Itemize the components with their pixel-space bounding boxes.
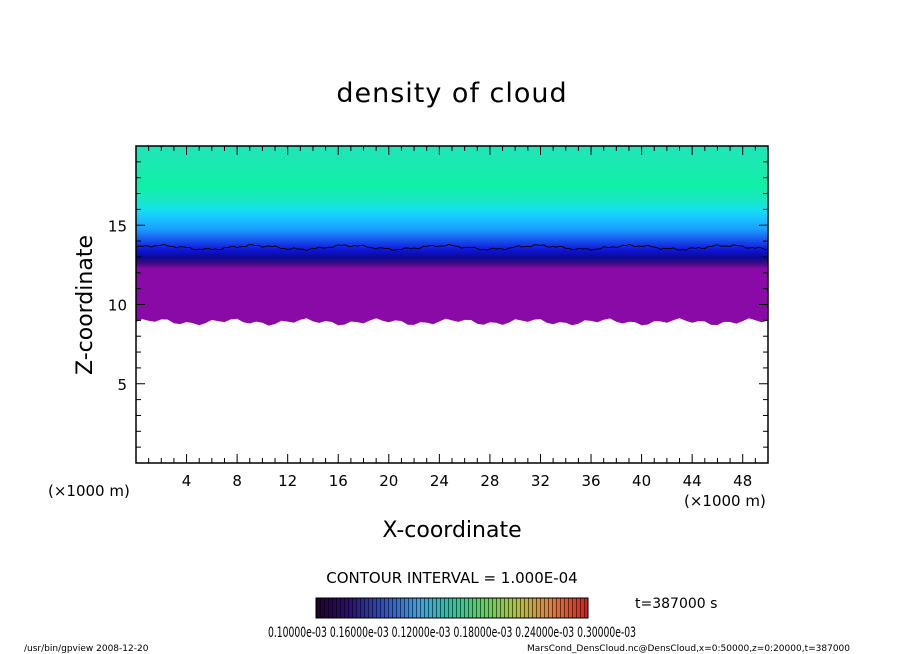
density-field [136,146,768,332]
x-axis-label: X-coordinate [382,518,521,543]
y-axis-ticks: 5 10 15 [108,161,768,448]
y-unit-label: (×1000 m) [48,482,130,500]
cloud-base-edge [136,318,768,463]
x-unit-label: (×1000 m) [684,492,766,510]
chart-title: density of cloud [336,78,567,109]
footer-right: MarsCond_DensCloud.nc@DensCloud,x=0:5000… [527,644,850,654]
contour-interval-label: CONTOUR INTERVAL = 1.000E-04 [326,569,577,587]
y-axis-label: Z-coordinate [73,235,98,375]
x-tick-label: 36 [581,472,600,490]
x-tick-label: 48 [733,472,752,490]
footer-left: /usr/bin/gpview 2008-12-20 [24,644,149,654]
y-tick-label: 15 [108,217,127,235]
time-label: t=387000 s [635,596,717,612]
x-tick-label: 24 [430,472,449,490]
y-tick-label: 5 [117,376,127,394]
x-tick-label: 44 [683,472,702,490]
x-axis-ticks: 4 8 12 16 20 24 28 32 36 40 44 48 [148,146,756,490]
colorbar-stripes [316,598,588,618]
x-tick-label: 16 [329,472,348,490]
colorbar-frame [315,597,589,619]
x-tick-label: 28 [480,472,499,490]
x-tick-label: 40 [632,472,651,490]
x-tick-label: 20 [379,472,398,490]
colorbar-labels: 0.10000e-03 0.16000e-03 0.12000e-03 0.18… [268,625,636,641]
y-tick-label: 10 [108,297,127,315]
x-tick-label: 8 [232,472,242,490]
x-tick-label: 12 [278,472,297,490]
x-tick-label: 32 [531,472,550,490]
x-tick-label: 4 [182,472,192,490]
contour-line [136,243,768,252]
